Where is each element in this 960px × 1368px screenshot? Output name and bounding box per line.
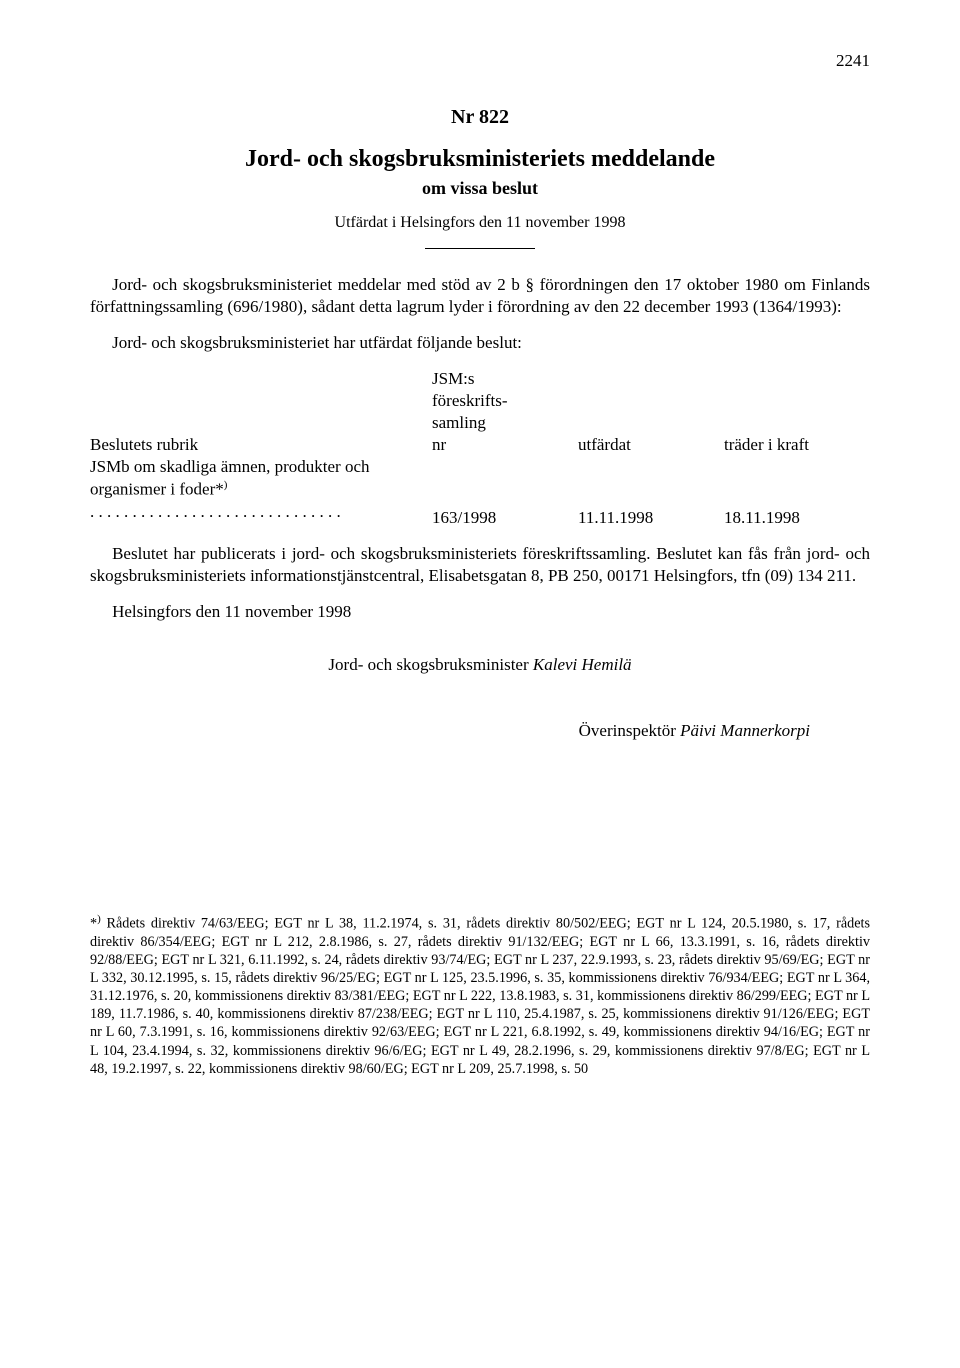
row-title-line1: JSMb om skadliga ämnen, produkter och	[90, 456, 870, 478]
row-title-line2: organismer i foder*) . . . . . . . . . .…	[90, 478, 432, 529]
doc-subtitle: om vissa beslut	[90, 177, 870, 200]
row-title-prefix: organismer i foder*	[90, 480, 224, 499]
col3-header: utfärdat	[578, 434, 724, 456]
col2-header-l4: nr	[432, 434, 578, 456]
resolution-table: JSM:s föreskrifts- samling Beslutets rub…	[90, 368, 870, 529]
col2-header-l3: samling	[432, 412, 578, 434]
row-title-sup: )	[224, 479, 228, 491]
col1-header: Beslutets rubrik	[90, 434, 432, 456]
cell-utfardat: 11.11.1998	[578, 478, 724, 529]
cell-trader: 18.11.1998	[724, 478, 870, 529]
col2-header-l1: JSM:s	[432, 368, 578, 390]
decree-line: Jord- och skogsbruksministeriet har utfä…	[90, 332, 870, 354]
footnote-body: Rådets direktiv 74/63/EEG; EGT nr L 38, …	[90, 915, 870, 1076]
issued-line: Utfärdat i Helsingfors den 11 november 1…	[90, 213, 870, 234]
after-table-paragraph: Beslutet har publicerats i jord- och sko…	[90, 543, 870, 587]
page-number: 2241	[90, 50, 870, 72]
dot-leader: . . . . . . . . . . . . . . . . . . . . …	[90, 501, 341, 523]
doc-number: Nr 822	[90, 104, 870, 130]
signature-inspector: Överinspektör Päivi Mannerkorpi	[90, 720, 870, 742]
cell-nr: 163/1998	[432, 478, 578, 529]
col2-header-l2: föreskrifts-	[432, 390, 578, 412]
date-line: Helsingfors den 11 november 1998	[90, 601, 870, 623]
signature-minister: Jord- och skogsbruksminister Kalevi Hemi…	[90, 654, 870, 676]
col4-header: träder i kraft	[724, 434, 870, 456]
divider-rule	[90, 233, 870, 255]
doc-title: Jord- och skogsbruksministeriets meddela…	[90, 144, 870, 175]
sig-center-name: Kalevi Hemilä	[533, 655, 632, 674]
sig-center-prefix: Jord- och skogsbruksminister	[328, 655, 532, 674]
sig-right-prefix: Överinspektör	[579, 721, 681, 740]
intro-paragraph: Jord- och skogsbruksministeriet meddelar…	[90, 274, 870, 318]
footnote: *) Rådets direktiv 74/63/EEG; EGT nr L 3…	[90, 912, 870, 1078]
sig-right-name: Päivi Mannerkorpi	[680, 721, 810, 740]
